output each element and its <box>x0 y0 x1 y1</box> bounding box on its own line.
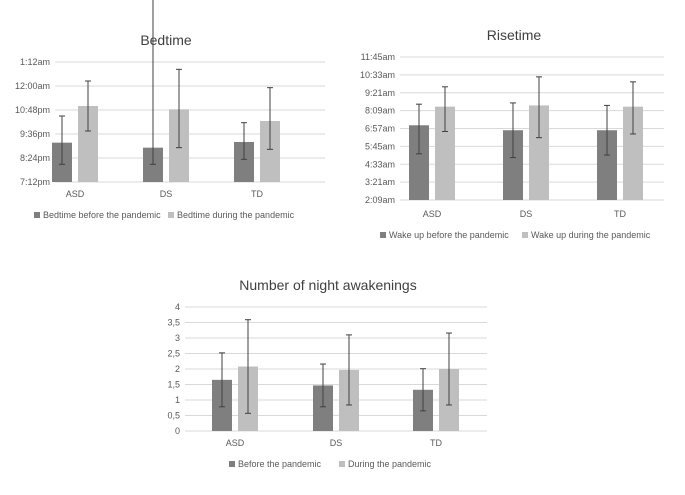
night-awakenings-chart: Number of night awakenings 0 0,5 1 1,5 2 2,5 3… <box>167 277 487 469</box>
bar-during-td <box>623 106 643 200</box>
error-bar <box>241 122 247 160</box>
bar-during-td <box>260 121 280 182</box>
legend-label-during: During the pandemic <box>348 459 432 469</box>
y-tick-label: 3,5 <box>167 318 180 328</box>
y-tick-label: 2:09am <box>365 195 395 205</box>
chart-title: Bedtime <box>140 32 192 48</box>
bar-before-ds <box>313 385 333 431</box>
legend-label-during: Bedtime during the pandemic <box>177 210 295 220</box>
bar-before-td <box>234 142 254 182</box>
legend-label-during: Wake up during the pandemic <box>531 230 651 240</box>
bar-before-ds <box>143 147 163 182</box>
y-tick-label: 3:21am <box>365 177 395 187</box>
chart-title: Risetime <box>487 27 542 43</box>
error-bar <box>346 334 352 406</box>
error-bar <box>416 103 422 155</box>
bar-during-ds <box>529 105 549 200</box>
y-tick-label: 6:57am <box>365 124 395 134</box>
y-tick-label: 10:48pm <box>15 105 50 115</box>
error-bar <box>320 363 326 408</box>
y-tick-label: 0 <box>175 426 180 436</box>
y-tick-label: 2,5 <box>167 349 180 359</box>
error-bar <box>245 319 251 414</box>
legend-label-before: Before the pandemic <box>238 459 322 469</box>
y-tick-label: 8:09am <box>365 106 395 116</box>
legend-swatch-before <box>380 232 386 238</box>
legend-swatch-before <box>34 212 40 218</box>
y-tick-label: 9:36pm <box>20 129 50 139</box>
y-tick-label: 4:33am <box>365 159 395 169</box>
y-tick-label: 9:21am <box>365 88 395 98</box>
y-tick-label: 8:24pm <box>20 153 50 163</box>
error-bar <box>176 68 182 149</box>
error-bar <box>219 352 225 408</box>
error-bar <box>267 87 273 150</box>
x-category-label: TD <box>430 438 442 448</box>
legend-label-before: Bedtime before the pandemic <box>43 210 161 220</box>
x-category-label: DS <box>160 189 173 199</box>
y-tick-label: 10:33am <box>360 70 395 80</box>
bar-before-td <box>597 130 617 200</box>
y-tick-label: 2 <box>175 364 180 374</box>
y-tick-label: 3 <box>175 333 180 343</box>
x-category-label: ASD <box>423 209 442 219</box>
error-bar <box>604 104 610 156</box>
legend-label-before: Wake up before the pandemic <box>389 230 509 240</box>
y-tick-label: 11:45am <box>361 52 395 62</box>
legend-swatch-during <box>168 212 174 218</box>
chart-title: Number of night awakenings <box>239 277 416 293</box>
x-category-label: DS <box>520 209 533 219</box>
y-tick-label: 1 <box>175 395 180 405</box>
error-bar <box>630 81 636 135</box>
x-category-label: DS <box>330 438 343 448</box>
y-tick-label: 5:45am <box>365 141 395 151</box>
y-tick-label: 4 <box>175 302 180 312</box>
error-bar <box>420 368 426 412</box>
x-category-label: TD <box>614 209 626 219</box>
legend-swatch-during <box>339 461 345 467</box>
y-tick-label: 1,5 <box>167 380 180 390</box>
legend-swatch-before <box>229 461 235 467</box>
error-bar <box>85 80 91 132</box>
error-bar <box>59 115 65 165</box>
y-tick-label: 0,5 <box>167 411 180 421</box>
bar-before-ds <box>503 130 523 200</box>
bar-during-asd <box>78 106 98 182</box>
x-category-label: ASD <box>66 189 85 199</box>
error-bar <box>150 0 156 165</box>
y-tick-label: 1:12am <box>20 57 50 67</box>
x-category-label: ASD <box>226 438 245 448</box>
y-tick-label: 7:12pm <box>20 177 50 187</box>
error-bar <box>510 102 516 159</box>
legend-swatch-during <box>522 232 528 238</box>
error-bar <box>446 332 452 406</box>
error-bar <box>442 86 448 132</box>
bar-during-asd <box>435 106 455 200</box>
error-bar <box>536 76 542 139</box>
y-tick-label: 12:00am <box>15 81 50 91</box>
x-category-label: TD <box>251 189 263 199</box>
bar-before-asd <box>409 125 429 200</box>
risetime-chart: Risetime 2:09am 3:21am 4:33am 5:45am 6:57am 8… <box>360 27 664 240</box>
bedtime-chart: Bedtime 7:12pm 8:24pm 9:36pm 10:48pm 12:00am… <box>15 0 325 220</box>
